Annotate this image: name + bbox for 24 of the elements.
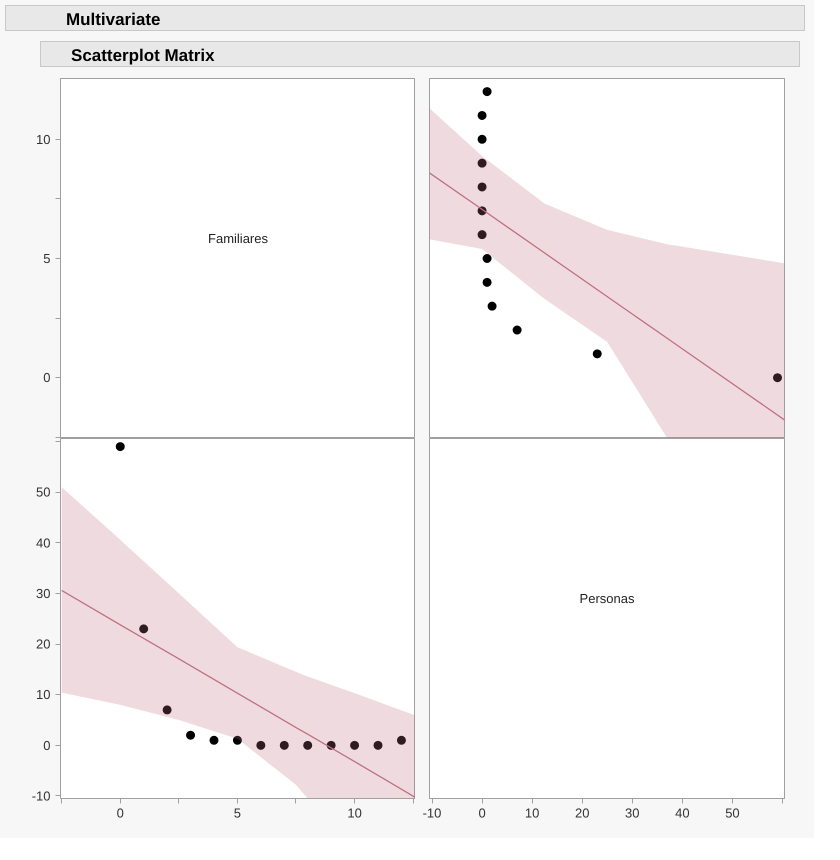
y-tick-label: 10 (36, 687, 51, 702)
y-tick-label: 0 (43, 370, 51, 386)
x-tick-label: 0 (478, 806, 486, 820)
y-tick-label: 10 (36, 132, 51, 147)
y-tick-label: 50 (36, 484, 51, 500)
x-tick-label: 5 (234, 806, 242, 820)
y-tick-label: -10 (32, 788, 51, 804)
x-tick-label: 20 (574, 806, 590, 820)
x-tick-label: 10 (524, 806, 540, 820)
x-tick-label: 30 (625, 806, 640, 820)
chart-title: Multivariate (66, 9, 160, 31)
annotation: Personas (580, 591, 635, 606)
x-tick-label: 10 (347, 806, 362, 820)
y-tick-label: 20 (36, 636, 51, 652)
y-tick-label: 40 (36, 535, 51, 550)
x-tick-label: 40 (675, 806, 690, 820)
y-tick-label: 30 (36, 586, 51, 601)
x-tick-label: 0 (116, 806, 124, 820)
y-tick-label: 5 (43, 251, 51, 266)
chart-subtitle: Scatterplot Matrix (71, 45, 215, 67)
x-tick-label: 50 (725, 806, 740, 820)
annotation: Familiares (208, 231, 268, 246)
y-tick-label: 0 (43, 738, 51, 753)
x-tick-label: -10 (422, 806, 442, 820)
